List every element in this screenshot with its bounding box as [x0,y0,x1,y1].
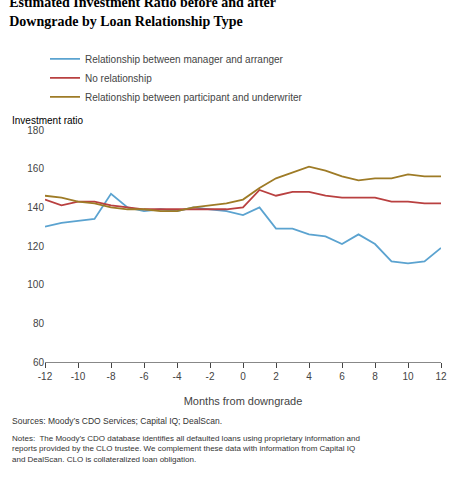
svg-text:120: 120 [27,241,44,252]
svg-text:6: 6 [339,371,345,382]
svg-text:-8: -8 [107,371,116,382]
svg-text:80: 80 [33,318,45,329]
svg-text:Relationship between participa: Relationship between participant and und… [85,92,302,103]
svg-text:140: 140 [27,202,44,213]
svg-text:-12: -12 [38,371,53,382]
svg-text:No relationship: No relationship [85,73,152,84]
svg-text:-6: -6 [140,371,149,382]
svg-text:180: 180 [27,125,44,136]
svg-text:Investment ratio: Investment ratio [12,115,84,126]
svg-text:Notes: The Moody’s CDO databa: Notes: The Moody’s CDO database identifi… [12,434,360,464]
svg-text:12: 12 [435,371,447,382]
svg-text:100: 100 [27,279,44,290]
svg-text:-10: -10 [71,371,86,382]
svg-text:-2: -2 [206,371,215,382]
svg-text:Relationship between manager a: Relationship between manager and arrange… [85,54,284,65]
svg-text:Months from downgrade: Months from downgrade [184,395,303,407]
svg-text:2: 2 [273,371,279,382]
svg-text:60: 60 [33,357,45,368]
svg-text:160: 160 [27,163,44,174]
svg-text:4: 4 [306,371,312,382]
svg-text:-4: -4 [173,371,182,382]
svg-text:10: 10 [402,371,414,382]
svg-text:Estimated Investment Ratio bef: Estimated Investment Ratio before and af… [9,0,276,29]
svg-text:Sources: Moody’s CDO Services;: Sources: Moody’s CDO Services; Capital I… [12,416,222,426]
svg-text:8: 8 [372,371,378,382]
svg-text:0: 0 [240,371,246,382]
